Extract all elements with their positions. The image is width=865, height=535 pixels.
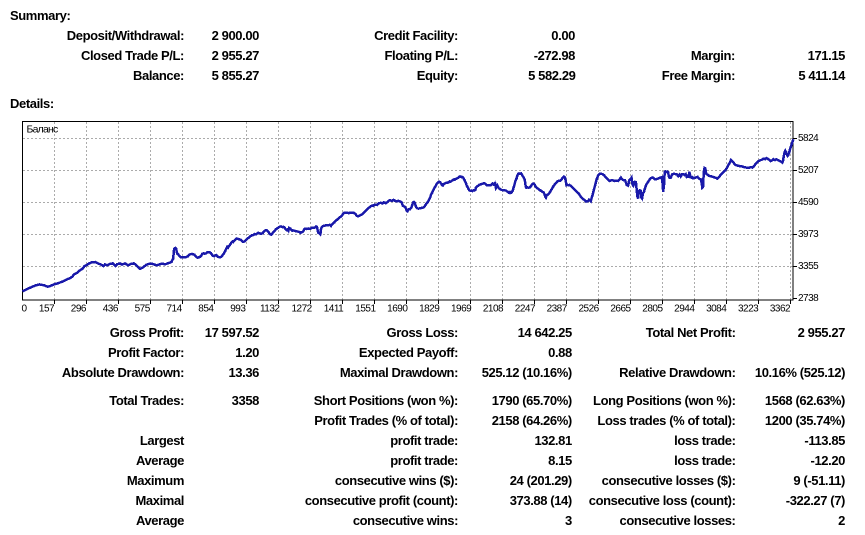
- svg-text:1551: 1551: [355, 304, 376, 315]
- svg-text:296: 296: [71, 304, 87, 315]
- svg-text:3362: 3362: [770, 304, 791, 315]
- svg-text:714: 714: [167, 304, 183, 315]
- svg-text:2665: 2665: [610, 304, 631, 315]
- svg-text:5824: 5824: [798, 133, 819, 144]
- svg-text:1132: 1132: [260, 304, 280, 315]
- svg-text:2805: 2805: [642, 304, 663, 315]
- svg-text:3223: 3223: [738, 304, 759, 315]
- svg-text:1829: 1829: [419, 304, 440, 315]
- svg-text:2247: 2247: [515, 304, 536, 315]
- svg-text:4590: 4590: [798, 197, 819, 208]
- svg-text:3973: 3973: [798, 229, 819, 240]
- svg-text:2944: 2944: [674, 304, 695, 315]
- svg-text:1690: 1690: [387, 304, 408, 315]
- svg-text:1969: 1969: [451, 304, 472, 315]
- svg-text:1411: 1411: [324, 304, 344, 315]
- svg-text:2387: 2387: [547, 304, 568, 315]
- svg-text:157: 157: [39, 304, 55, 315]
- svg-text:993: 993: [230, 304, 246, 315]
- svg-text:1272: 1272: [291, 304, 312, 315]
- svg-text:2738: 2738: [798, 293, 819, 304]
- svg-text:2526: 2526: [578, 304, 599, 315]
- svg-text:436: 436: [103, 304, 119, 315]
- svg-text:575: 575: [135, 304, 151, 315]
- svg-text:854: 854: [198, 304, 214, 315]
- svg-text:5207: 5207: [798, 165, 819, 176]
- svg-text:0: 0: [21, 304, 27, 315]
- svg-text:3355: 3355: [798, 261, 819, 272]
- svg-text:2108: 2108: [483, 304, 504, 315]
- svg-text:3084: 3084: [706, 304, 727, 315]
- svg-text:Баланс: Баланс: [27, 123, 58, 135]
